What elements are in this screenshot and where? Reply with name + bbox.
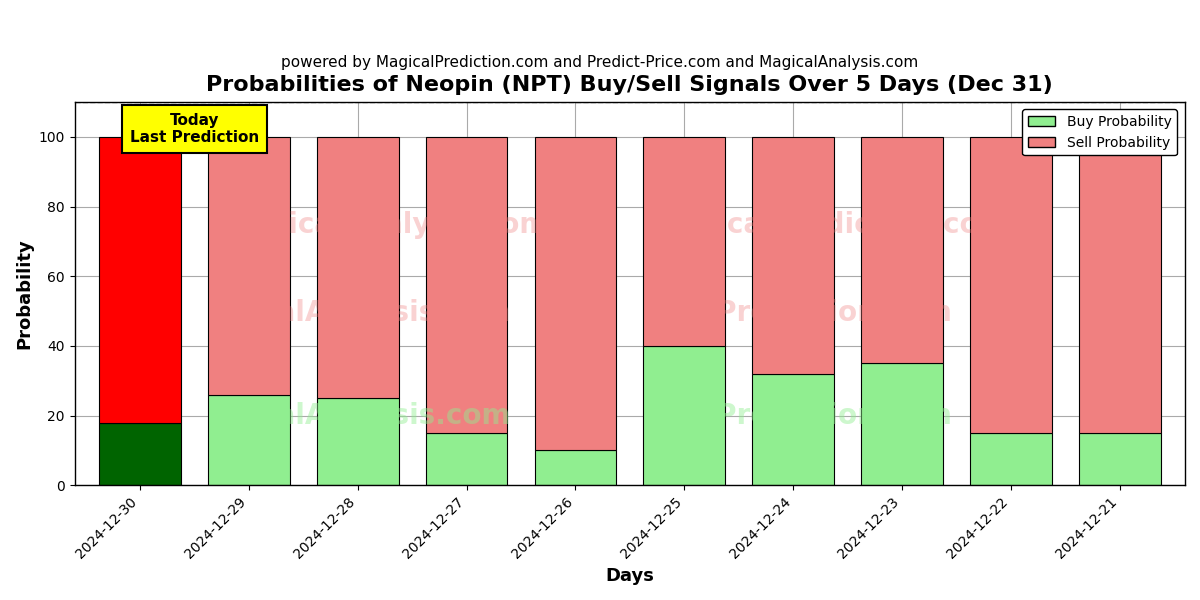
Bar [208, 137, 289, 395]
Bar [208, 395, 289, 485]
X-axis label: Days: Days [605, 567, 654, 585]
Bar [100, 422, 181, 485]
Bar [426, 433, 508, 485]
Bar [752, 137, 834, 374]
Text: Today
Last Prediction: Today Last Prediction [130, 113, 259, 145]
Bar [100, 137, 181, 422]
Y-axis label: Probability: Probability [16, 238, 34, 349]
Text: powered by MagicalPrediction.com and Predict-Price.com and MagicalAnalysis.com: powered by MagicalPrediction.com and Pre… [281, 55, 919, 70]
Bar [862, 364, 943, 485]
Bar [1079, 137, 1160, 433]
Bar [426, 137, 508, 433]
Bar [970, 433, 1051, 485]
Bar [862, 137, 943, 364]
Bar [752, 374, 834, 485]
Text: IPrediction.com: IPrediction.com [707, 299, 953, 327]
Bar [643, 346, 725, 485]
Bar [317, 398, 398, 485]
Bar [1079, 433, 1160, 485]
Text: calAnalysis.com: calAnalysis.com [260, 299, 511, 327]
Title: Probabilities of Neopin (NPT) Buy/Sell Signals Over 5 Days (Dec 31): Probabilities of Neopin (NPT) Buy/Sell S… [206, 75, 1054, 95]
Bar [534, 137, 617, 451]
Bar [643, 137, 725, 346]
Text: MagicalAnalysis.com: MagicalAnalysis.com [222, 211, 548, 239]
Text: IPrediction.com: IPrediction.com [707, 402, 953, 430]
Bar [970, 137, 1051, 433]
Text: calAnalysis.com: calAnalysis.com [260, 402, 511, 430]
Text: MagicalPrediction.com: MagicalPrediction.com [652, 211, 1008, 239]
Bar [534, 451, 617, 485]
Legend: Buy Probability, Sell Probability: Buy Probability, Sell Probability [1022, 109, 1177, 155]
Bar [317, 137, 398, 398]
